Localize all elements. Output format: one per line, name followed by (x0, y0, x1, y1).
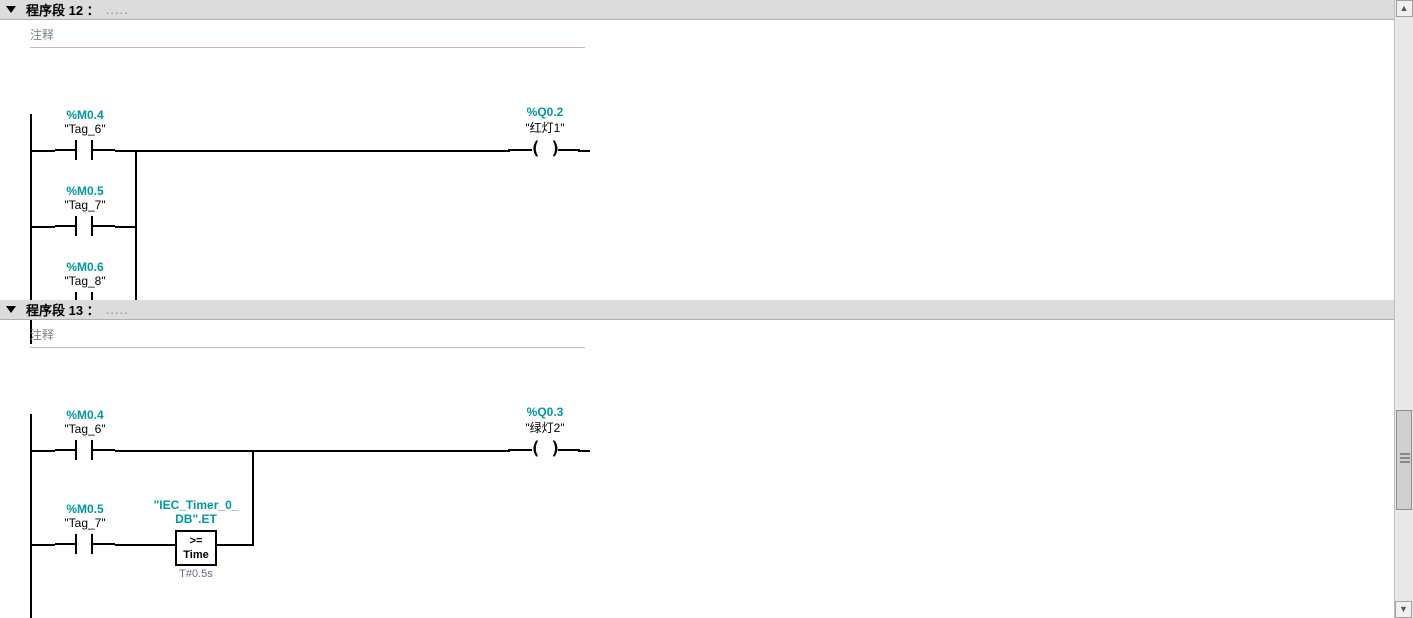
wire (135, 226, 137, 304)
contact-address: %M0.5 (45, 502, 125, 516)
scroll-thumb[interactable] (1396, 410, 1412, 510)
contact-address: %M0.4 (45, 408, 125, 422)
coil-tag: "红灯1" (500, 119, 590, 136)
wire (252, 450, 254, 546)
network-block: 程序段 13 ：.....注释%M0.4"Tag_6"%Q0.3"绿灯2"()%… (0, 300, 1394, 598)
contact-tag: "Tag_7" (45, 198, 125, 212)
collapse-triangle-icon[interactable] (6, 6, 16, 13)
wire (115, 226, 135, 228)
collapse-triangle-icon[interactable] (6, 306, 16, 313)
wire (30, 544, 55, 546)
contact-address: %M0.6 (45, 260, 125, 274)
coil[interactable]: %Q0.2"红灯1"() (510, 140, 580, 160)
ladder-area[interactable]: %M0.4"Tag_6" %Q0.3"绿灯2"() %M0.5"Tag_7" "IEC… (0, 348, 1394, 596)
wire (115, 544, 175, 546)
wire (578, 450, 590, 452)
coil-address: %Q0.2 (500, 105, 590, 119)
network-header[interactable]: 程序段 12 ：..... (0, 0, 1394, 20)
wire (30, 450, 55, 452)
contact-tag: "Tag_8" (45, 274, 125, 288)
wire (30, 226, 55, 228)
coil[interactable]: %Q0.3"绿灯2"() (510, 440, 580, 460)
network-block: 程序段 12 ：.....注释%M0.4"Tag_6"%Q0.2"红灯1"()%… (0, 0, 1394, 300)
wire (115, 450, 510, 452)
network-title-ellipsis: ..... (106, 2, 129, 17)
contact-address: %M0.4 (45, 108, 125, 122)
wire (217, 544, 252, 546)
contact-tag: "Tag_6" (45, 422, 125, 436)
network-header[interactable]: 程序段 13 ：..... (0, 300, 1394, 320)
network-comment[interactable]: 注释 (0, 20, 1394, 47)
power-rail (30, 414, 32, 618)
scroll-up-arrow[interactable]: ▲ (1396, 0, 1413, 17)
vertical-scrollbar[interactable]: ▲ ▼ (1394, 0, 1413, 618)
contact[interactable]: %M0.5"Tag_7" (55, 216, 115, 236)
compare-operand-label: "IEC_Timer_0_DB".ET (141, 498, 251, 526)
compare-type: Time (177, 548, 215, 562)
wire (578, 150, 590, 152)
contact-tag: "Tag_6" (45, 122, 125, 136)
contact[interactable]: %M0.5"Tag_7" (55, 534, 115, 554)
contact-address: %M0.5 (45, 184, 125, 198)
contact[interactable]: %M0.4"Tag_6" (55, 140, 115, 160)
compare-op: >= (177, 534, 215, 548)
contact[interactable]: %M0.4"Tag_6" (55, 440, 115, 460)
coil-address: %Q0.3 (500, 405, 590, 419)
wire (135, 150, 137, 228)
ladder-area[interactable]: %M0.4"Tag_6" %Q0.2"红灯1"() %M0.5"Tag_7" %M0.… (0, 48, 1394, 298)
network-title: 程序段 12 ： (26, 0, 100, 19)
coil-tag: "绿灯2" (500, 419, 590, 436)
network-title-ellipsis: ..... (106, 302, 129, 317)
wire (115, 150, 510, 152)
compare-block[interactable]: >=Time (175, 530, 217, 566)
network-comment[interactable]: 注释 (0, 320, 1394, 347)
network-title: 程序段 13 ： (26, 300, 100, 319)
scroll-down-arrow[interactable]: ▼ (1395, 601, 1412, 618)
compare-param: T#0.5s (165, 568, 227, 580)
contact-tag: "Tag_7" (45, 516, 125, 530)
wire (30, 150, 55, 152)
